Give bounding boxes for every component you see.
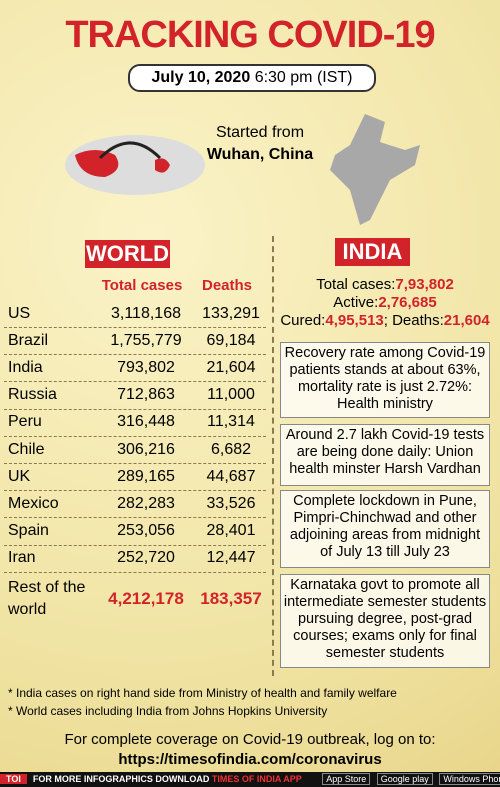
store-badge[interactable]: App Store bbox=[322, 773, 371, 785]
table-cell: 33,526 bbox=[206, 494, 256, 512]
table-cell: 793,802 bbox=[117, 358, 175, 376]
table-cell: 12,447 bbox=[206, 549, 256, 567]
table-row: UK 289,165 44,687 bbox=[4, 463, 266, 492]
table-cell: 6,682 bbox=[210, 440, 252, 458]
table-cell: 11,314 bbox=[207, 413, 255, 431]
bottom-bar: TOI FOR MORE INFOGRAPHICS DOWNLOAD TIMES … bbox=[0, 772, 500, 787]
date-box: July 10, 2020 6:30 pm (IST) bbox=[128, 64, 376, 92]
table-cell: 252,720 bbox=[117, 549, 175, 567]
country: Russia bbox=[8, 386, 57, 404]
news-item: Recovery rate among Covid-19 patients st… bbox=[280, 342, 490, 418]
world-map bbox=[65, 135, 205, 195]
table-row: Russia 712,863 11,000 bbox=[4, 382, 266, 410]
table-cell: 11,000 bbox=[207, 386, 255, 404]
table-cell: 253,056 bbox=[117, 522, 175, 540]
store-badge[interactable]: Google play bbox=[376, 773, 433, 785]
divider bbox=[272, 236, 274, 676]
table-cell: 69,184 bbox=[206, 331, 256, 349]
stat-label: Cured: bbox=[280, 312, 326, 329]
table-cell: 21,604 bbox=[206, 358, 256, 376]
world-label: WORLD bbox=[85, 240, 170, 268]
footer: For complete coverage on Covid-19 outbre… bbox=[0, 730, 500, 770]
news-item: Karnataka govt to promote all intermedia… bbox=[280, 574, 490, 668]
origin: Started from Wuhan, China bbox=[205, 122, 315, 166]
stat-label: Active: bbox=[333, 294, 379, 311]
table-row: Rest of the world 4,212,178 183,357 bbox=[4, 573, 266, 625]
table-cell: 133,291 bbox=[202, 304, 260, 322]
column-header: Deaths bbox=[201, 277, 253, 294]
stat-value: 2,76,685 bbox=[378, 294, 437, 311]
table-cell: 282,283 bbox=[117, 494, 175, 512]
table-cell: 1,755,779 bbox=[110, 331, 182, 349]
table-cell: 712,863 bbox=[117, 386, 175, 404]
column-header: Total cases bbox=[101, 277, 183, 294]
table-cell: 44,687 bbox=[206, 467, 256, 485]
country: Brazil bbox=[8, 331, 49, 349]
table-row: Peru 316,448 11,314 bbox=[4, 409, 266, 437]
footer-text: For complete coverage on Covid-19 outbre… bbox=[64, 731, 436, 748]
footnote: * India cases on right hand side from Mi… bbox=[8, 686, 397, 700]
country: India bbox=[8, 358, 43, 376]
table-row: Spain 253,056 28,401 bbox=[4, 518, 266, 546]
table-cell: 289,165 bbox=[117, 467, 175, 485]
news-item: Complete lockdown in Pune, Pimpri-Chinch… bbox=[280, 490, 490, 568]
table-cell: 4,212,178 bbox=[108, 589, 184, 608]
stat-value: 21,604 bbox=[443, 312, 490, 329]
country: Peru bbox=[8, 413, 42, 431]
table-cell: 316,448 bbox=[117, 413, 175, 431]
stat-label: Total cases: bbox=[316, 276, 396, 293]
time: 6:30 pm (IST) bbox=[254, 69, 353, 86]
table-row: Iran 252,720 12,447 bbox=[4, 545, 266, 573]
table-cell: 28,401 bbox=[206, 522, 256, 540]
logo: TOI bbox=[0, 774, 27, 784]
table-row: India 793,802 21,604 bbox=[4, 354, 266, 383]
country: Spain bbox=[8, 522, 49, 540]
country: Chile bbox=[8, 440, 45, 458]
country: Mexico bbox=[8, 494, 59, 512]
table-cell: 183,357 bbox=[200, 589, 262, 608]
origin-line1: Started from bbox=[215, 124, 305, 141]
store-badge[interactable]: Windows Phone bbox=[439, 773, 500, 785]
table-cell: 3,118,168 bbox=[111, 304, 181, 322]
date: July 10, 2020 bbox=[151, 69, 251, 86]
title: TRACKING COVID-19 bbox=[65, 14, 435, 56]
table-row: US 3,118,168 133,291 bbox=[4, 300, 266, 328]
stat-label: ; Deaths: bbox=[383, 312, 444, 329]
india-map bbox=[330, 114, 420, 225]
stat-value: 4,95,513 bbox=[325, 312, 384, 329]
stat-value: 7,93,802 bbox=[395, 276, 454, 293]
country: Iran bbox=[8, 549, 36, 567]
origin-line2: Wuhan, China bbox=[206, 146, 314, 163]
table-row: Chile 306,216 6,682 bbox=[4, 436, 266, 464]
footnote: * World cases including India from Johns… bbox=[8, 704, 328, 718]
table-row: Brazil 1,755,779 69,184 bbox=[4, 327, 266, 356]
country: US bbox=[8, 304, 31, 322]
news-item: Around 2.7 lakh Covid-19 tests are being… bbox=[280, 424, 490, 486]
country: Rest of the world bbox=[8, 579, 86, 618]
app: TIMES OF INDIA APP bbox=[211, 774, 302, 784]
table-cell: 306,216 bbox=[117, 440, 175, 458]
footer-url[interactable]: https://timesofindia.com/coronavirus bbox=[118, 751, 382, 768]
india-stats: Total cases:7,93,802 Active:2,76,685 Cur… bbox=[275, 276, 495, 330]
table-row: Mexico 282,283 33,526 bbox=[4, 490, 266, 519]
footnotes: * India cases on right hand side from Mi… bbox=[8, 684, 397, 720]
promo: FOR MORE INFOGRAPHICS DOWNLOAD bbox=[32, 774, 210, 784]
india-label: INDIA bbox=[335, 238, 410, 266]
country: UK bbox=[8, 467, 31, 485]
